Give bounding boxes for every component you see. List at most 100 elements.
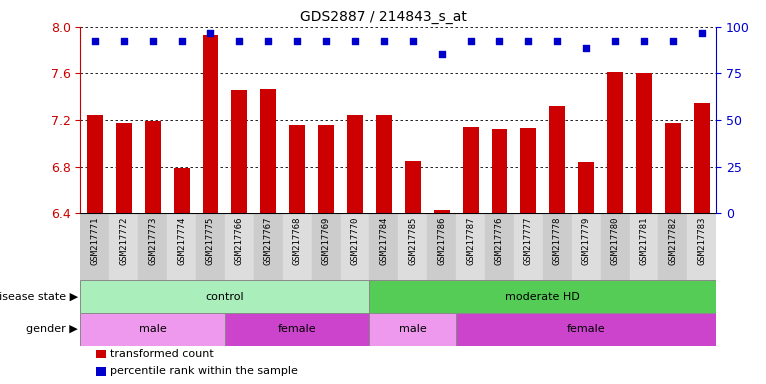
Text: GSM217775: GSM217775 (206, 217, 215, 265)
Bar (341, 213, 369, 280)
Bar (485, 213, 514, 280)
Point (696, 30, 708, 36)
Text: male: male (139, 324, 166, 334)
Bar (404, 161, 421, 213)
Text: GSM217777: GSM217777 (524, 217, 533, 265)
Point (291, 38, 303, 44)
Text: GSM217780: GSM217780 (611, 217, 620, 265)
Bar (601, 213, 630, 280)
Point (175, 38, 188, 44)
Point (552, 38, 564, 44)
Bar (110, 213, 138, 280)
Text: control: control (205, 291, 244, 302)
Text: GDS2887 / 214843_s_at: GDS2887 / 214843_s_at (300, 10, 466, 23)
Point (89, 38, 101, 44)
Point (666, 38, 679, 44)
Text: female: female (567, 324, 605, 334)
Bar (80, 213, 110, 280)
Bar (665, 124, 681, 213)
Text: GSM217784: GSM217784 (379, 217, 388, 265)
Text: GSM217766: GSM217766 (235, 217, 244, 265)
Text: GSM217774: GSM217774 (177, 217, 186, 265)
Bar (254, 213, 283, 280)
Bar (659, 213, 687, 280)
Bar (369, 213, 398, 280)
Text: disease state ▶: disease state ▶ (0, 291, 78, 302)
Point (378, 38, 390, 44)
Text: gender ▶: gender ▶ (26, 324, 78, 334)
Point (436, 51, 448, 57)
Bar (225, 313, 369, 346)
Bar (636, 73, 652, 213)
Text: GSM217771: GSM217771 (90, 217, 100, 265)
Bar (202, 35, 218, 213)
Bar (174, 168, 189, 213)
Bar (138, 213, 167, 280)
Point (205, 30, 217, 36)
Bar (549, 106, 565, 213)
Text: GSM217772: GSM217772 (119, 217, 128, 265)
Bar (369, 313, 456, 346)
Text: GSM217770: GSM217770 (351, 217, 359, 265)
Bar (520, 128, 536, 213)
Point (464, 38, 476, 44)
Bar (607, 72, 623, 213)
Text: female: female (278, 324, 316, 334)
Text: GSM217782: GSM217782 (669, 217, 677, 265)
Text: GSM217769: GSM217769 (322, 217, 331, 265)
Bar (347, 115, 363, 213)
Point (493, 38, 506, 44)
Bar (694, 103, 710, 213)
Bar (312, 213, 341, 280)
Point (638, 38, 650, 44)
Bar (116, 124, 132, 213)
Text: GSM217767: GSM217767 (264, 217, 273, 265)
Bar (290, 125, 305, 213)
Text: GSM217785: GSM217785 (408, 217, 417, 265)
Bar (456, 213, 485, 280)
Text: GSM217776: GSM217776 (495, 217, 504, 265)
Text: GSM217768: GSM217768 (293, 217, 302, 265)
Text: transformed count: transformed count (110, 349, 213, 359)
Point (407, 38, 419, 44)
Bar (167, 213, 196, 280)
Bar (225, 213, 254, 280)
Bar (687, 213, 716, 280)
Bar (463, 127, 479, 213)
Text: GSM217773: GSM217773 (148, 217, 157, 265)
Point (320, 38, 332, 44)
Text: GSM217783: GSM217783 (697, 217, 706, 265)
Point (233, 38, 245, 44)
Text: GSM217787: GSM217787 (466, 217, 475, 265)
Bar (376, 115, 392, 213)
Bar (630, 213, 659, 280)
Bar (398, 213, 427, 280)
Text: GSM217781: GSM217781 (640, 217, 649, 265)
Bar (492, 129, 507, 213)
Point (146, 38, 159, 44)
Text: male: male (399, 324, 427, 334)
Bar (434, 210, 450, 213)
Bar (80, 280, 369, 313)
Text: GSM217778: GSM217778 (553, 217, 561, 265)
Bar (514, 213, 543, 280)
Bar (571, 213, 601, 280)
Point (580, 45, 592, 51)
Point (522, 38, 535, 44)
Bar (283, 213, 312, 280)
Bar (80, 313, 225, 346)
Point (118, 38, 130, 44)
Bar (456, 313, 716, 346)
Bar (231, 90, 247, 213)
Bar (87, 115, 103, 213)
Bar (145, 121, 161, 213)
Bar (427, 213, 456, 280)
Point (262, 38, 274, 44)
Bar (196, 213, 225, 280)
Text: GSM217786: GSM217786 (437, 217, 446, 265)
Bar (578, 162, 594, 213)
Bar (260, 89, 277, 213)
Bar (318, 125, 334, 213)
Bar (369, 280, 716, 313)
Text: moderate HD: moderate HD (506, 291, 580, 302)
